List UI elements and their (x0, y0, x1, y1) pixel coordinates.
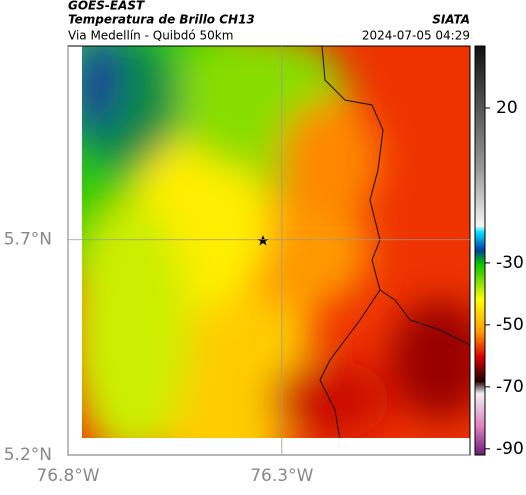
organization: SIATA (432, 13, 470, 27)
colorbar-tick-label: -70 (496, 377, 524, 397)
x-tick-label: 76.3°W (250, 466, 313, 486)
colorbar-tick-label: 20 (496, 98, 518, 118)
colorbar-tick-label: -50 (496, 315, 524, 335)
border (319, 46, 470, 438)
x-tick-label: 76.8°W (36, 466, 99, 486)
location-marker (257, 235, 269, 246)
y-tick-label: 5.7°N (4, 230, 52, 250)
colorbar-tick-label: -90 (496, 439, 524, 459)
subtitle: Via Medellín - Quibdó 50km (68, 29, 233, 43)
satellite-image (82, 46, 470, 438)
colorbar-tick-label: -30 (496, 253, 524, 273)
y-tick-label: 5.2°N (4, 445, 52, 465)
timestamp: 2024-07-05 04:29 (362, 29, 470, 43)
source: GOES-EAST (68, 0, 145, 13)
colorbar (474, 45, 486, 456)
title: Temperatura de Brillo CH13 (68, 13, 255, 27)
